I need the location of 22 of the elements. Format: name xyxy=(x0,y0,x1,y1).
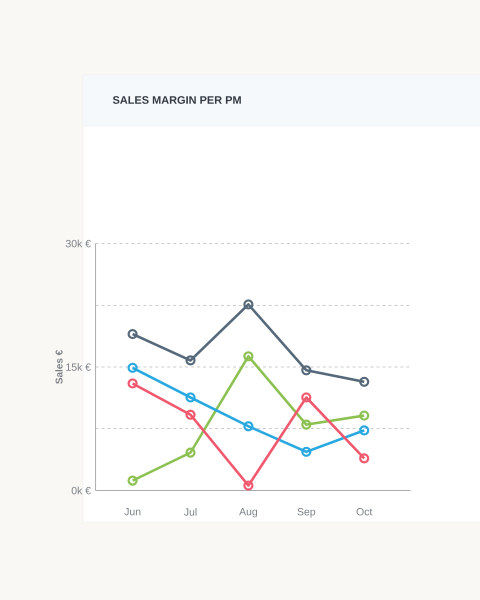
x-tick-label: Oct xyxy=(356,508,372,516)
x-tick-label: Aug xyxy=(239,508,258,518)
point xyxy=(243,351,254,362)
point xyxy=(243,421,254,432)
point xyxy=(243,480,254,491)
point xyxy=(301,392,312,403)
x-tick-label: Jun xyxy=(124,508,140,516)
point xyxy=(185,448,196,458)
y-tick-label: 15k € xyxy=(66,363,91,371)
x-tick-label: Jul xyxy=(184,508,196,516)
point xyxy=(185,410,196,420)
chart-title: SALES MARGIN PER PM xyxy=(112,96,241,104)
y-axis-title: Sales € xyxy=(55,350,63,384)
point xyxy=(243,299,254,310)
point xyxy=(301,420,312,430)
y-tick-label: 30k € xyxy=(66,240,91,248)
x-tick-label: Sep xyxy=(297,508,316,518)
y-tick-label: 0k € xyxy=(72,486,91,494)
point xyxy=(185,355,196,366)
point xyxy=(301,446,312,457)
point xyxy=(301,365,312,376)
point xyxy=(185,392,196,403)
